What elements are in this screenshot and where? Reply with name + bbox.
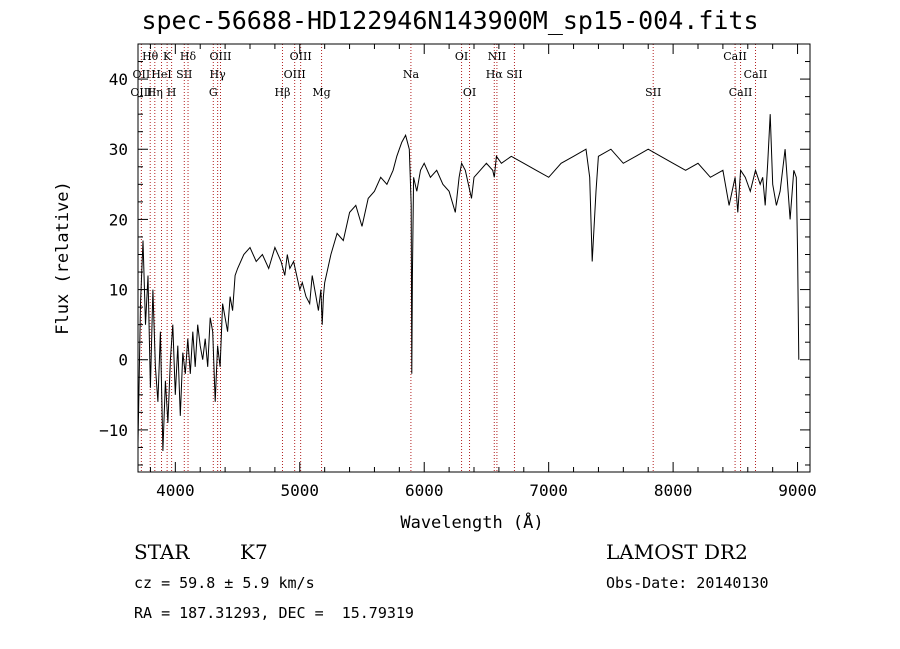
chart-title: spec-56688-HD122946N143900M_sp15-004.fit… — [141, 6, 759, 35]
line-label: OIII — [284, 68, 306, 81]
line-label: OI — [463, 86, 476, 99]
line-label: Hα — [486, 68, 504, 81]
x-axis: 4000 5000 6000 7000 8000 9000 — [149, 44, 817, 500]
line-label: OI — [455, 50, 468, 63]
x-tick-label: 4000 — [156, 481, 195, 500]
object-type: STAR — [134, 540, 190, 564]
line-label: SII — [506, 68, 522, 81]
line-label: OIII — [290, 50, 312, 63]
spectral-subclass: K7 — [240, 540, 268, 564]
line-label: OIII — [130, 86, 152, 99]
y-tick-label: −10 — [99, 421, 128, 440]
line-label: OII — [133, 68, 151, 81]
line-label: SII — [176, 68, 192, 81]
y-axis-label: Flux (relative) — [53, 181, 73, 335]
line-label: Hγ — [210, 68, 227, 81]
y-tick-label: 0 — [118, 351, 128, 370]
x-tick-label: 6000 — [405, 481, 444, 500]
emission-line-markers — [140, 44, 756, 472]
line-label: OIII — [209, 50, 231, 63]
line-label: H — [167, 86, 177, 99]
y-tick-label: 20 — [109, 210, 128, 229]
emission-line-labels: Hθ K Hδ OIII OIII OI NII CaII OII HeI SII Hγ OIII Na H… — [130, 50, 767, 99]
y-tick-label: 10 — [109, 281, 128, 300]
x-tick-label: 8000 — [654, 481, 693, 500]
x-tick-label: 9000 — [778, 481, 817, 500]
line-label: CaII — [744, 68, 768, 81]
plot-frame — [137, 43, 811, 473]
line-label: SII — [645, 86, 661, 99]
y-tick-label: 40 — [109, 70, 128, 89]
redshift-line: cz = 59.8 ± 5.9 km/s — [134, 574, 315, 592]
y-tick-label: 30 — [109, 140, 128, 159]
line-label: Hη — [147, 86, 163, 99]
line-label: Hθ — [142, 50, 159, 63]
obs-date-line: Obs-Date: 20140130 — [606, 574, 769, 592]
spectrum-line — [137, 114, 800, 452]
coordinates-line: RA = 187.31293, DEC = 15.79319 — [134, 604, 414, 622]
x-tick-label: 7000 — [529, 481, 568, 500]
line-label: CaII — [729, 86, 753, 99]
line-label: Mg — [312, 86, 330, 99]
x-axis-label: Wavelength (Å) — [400, 511, 543, 533]
line-label: Hδ — [180, 50, 197, 63]
survey-name: LAMOST DR2 — [606, 540, 748, 564]
line-label: CaII — [723, 50, 747, 63]
line-label: Na — [403, 68, 420, 81]
y-axis: −10 0 10 20 30 40 — [99, 43, 810, 466]
x-tick-label: 5000 — [281, 481, 320, 500]
line-label: K — [163, 50, 172, 63]
line-label: HeI — [151, 68, 171, 81]
line-label: NII — [488, 50, 506, 63]
line-label: Hβ — [275, 86, 291, 99]
line-label: G — [209, 86, 218, 99]
